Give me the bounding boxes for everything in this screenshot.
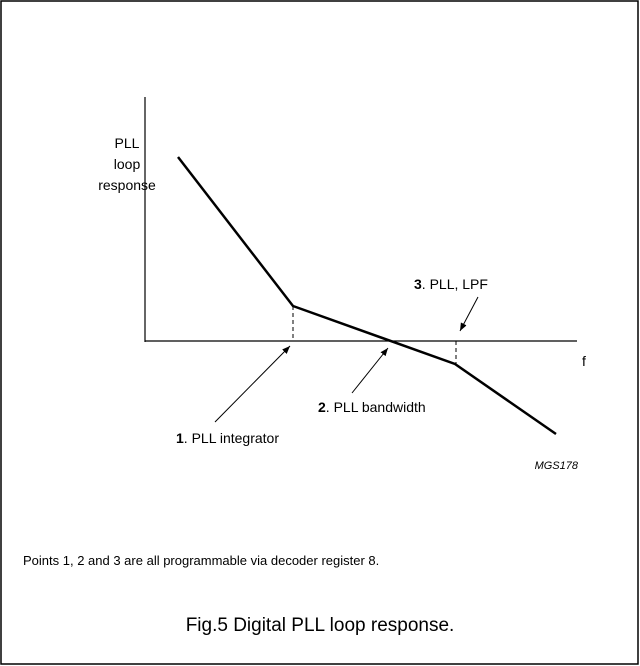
- point-text: . PLL, LPF: [422, 276, 488, 292]
- response-curve: [177, 156, 557, 436]
- axis-label: response: [98, 177, 156, 193]
- arrow: [214, 345, 291, 423]
- arrow: [351, 347, 389, 394]
- axis-label: PLL: [115, 135, 140, 151]
- x-axis-label: f: [582, 353, 586, 369]
- point-label: 2. PLL bandwidth: [318, 399, 426, 415]
- figure-code: MGS178: [535, 460, 579, 472]
- point-label: 3. PLL, LPF: [414, 276, 488, 292]
- point-number: 1: [176, 430, 184, 446]
- point-label: 1. PLL integrator: [176, 430, 279, 446]
- arrow: [459, 296, 479, 332]
- point-number: 3: [414, 276, 422, 292]
- point-text: . PLL integrator: [184, 430, 280, 446]
- point-text: . PLL bandwidth: [326, 399, 426, 415]
- axis-label: loop: [114, 156, 141, 172]
- note: Points 1, 2 and 3 are all programmable v…: [23, 553, 379, 568]
- caption: Fig.5 Digital PLL loop response.: [186, 615, 455, 636]
- point-number: 2: [318, 399, 326, 415]
